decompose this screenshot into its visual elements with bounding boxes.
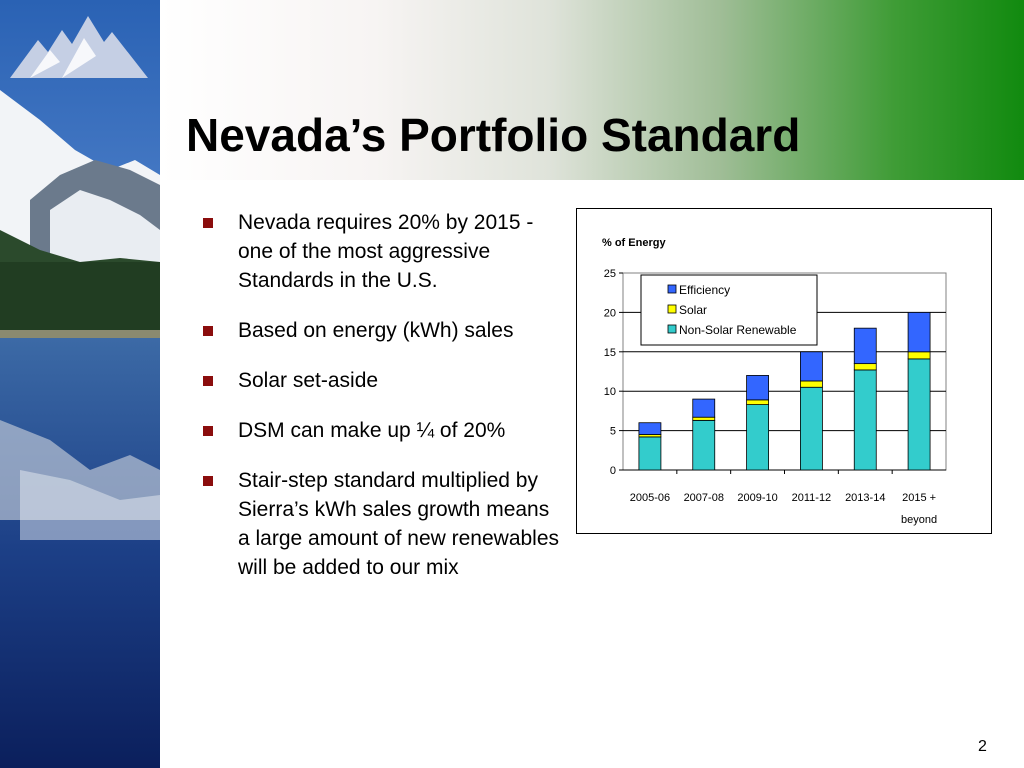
bar-segment	[800, 386, 823, 471]
y-tick-label: 10	[604, 386, 616, 398]
mountain-lake-photo	[0, 0, 160, 768]
chart-canvas: 0 5 10 15 20 25 % of Energy 2005-06 2007-08 2009-…	[602, 237, 947, 526]
bar-segment	[907, 312, 931, 353]
bullet-marker-icon	[203, 376, 213, 386]
x-tick-label: 2011-12	[792, 492, 832, 504]
x-tick-label: 2015 +	[902, 492, 936, 504]
x-tick-label: beyond	[901, 514, 937, 526]
bullet-text: DSM can make up ¼ of 20%	[238, 419, 506, 442]
bullet-text: Nevada requires 20% by 2015 - one of the…	[238, 211, 534, 292]
bar-segment	[746, 404, 769, 471]
x-tick-label: 2007-08	[684, 492, 724, 504]
bullet-text: Solar set-aside	[238, 369, 379, 392]
bar-segment	[853, 369, 877, 471]
bar-segment	[692, 419, 716, 471]
bullet-marker-icon	[203, 326, 213, 336]
bar-segment	[746, 399, 769, 405]
stacked-bar-chart: 0 5 10 15 20 25 % of Energy 2005-06 2007-08 2009-…	[576, 208, 992, 534]
legend-label: Solar	[679, 303, 707, 317]
legend-label: Non-Solar Renewable	[679, 323, 797, 337]
company-logo	[10, 16, 148, 78]
page-number: 2	[978, 738, 987, 755]
y-tick-label: 0	[610, 465, 616, 477]
legend-swatch	[667, 304, 677, 314]
bullet-item: Nevada requires 20% by 2015 - one of the…	[200, 208, 565, 295]
y-axis-label: % of Energy	[602, 237, 666, 249]
y-tick-label: 25	[604, 268, 616, 280]
x-tick-label: 2009-10	[737, 492, 777, 504]
bullet-item: Based on energy (kWh) sales	[200, 316, 565, 345]
bullet-text: Stair-step standard multiplied by Sierra…	[238, 469, 560, 579]
bar-segment	[800, 351, 823, 382]
bullet-list: Nevada requires 20% by 2015 - one of the…	[200, 208, 565, 603]
bar-segment	[853, 363, 877, 371]
bar-segment	[692, 416, 716, 421]
header-band	[160, 0, 1024, 180]
legend-swatch	[667, 324, 677, 334]
bar-segment	[907, 351, 931, 360]
sidebar-photo	[0, 0, 160, 768]
y-tick-label: 20	[604, 307, 616, 319]
bar-segment	[800, 380, 823, 388]
bullet-item: DSM can make up ¼ of 20%	[200, 416, 565, 445]
bullet-marker-icon	[203, 218, 213, 228]
legend-label: Efficiency	[679, 283, 730, 297]
y-tick-label: 15	[604, 347, 616, 359]
bar-segment	[638, 436, 662, 471]
bar-segment	[853, 327, 877, 365]
bar-segment	[907, 358, 931, 471]
page-title: Nevada’s Portfolio Standard	[186, 109, 801, 161]
bullet-marker-icon	[203, 476, 213, 486]
bar-segment	[692, 398, 716, 418]
y-tick-label: 5	[610, 426, 616, 438]
bullet-marker-icon	[203, 426, 213, 436]
legend-swatch	[667, 284, 677, 294]
bar-segment	[638, 422, 662, 435]
x-tick-label: 2013-14	[845, 492, 885, 504]
x-tick-label: 2005-06	[630, 492, 670, 504]
bullet-text: Based on energy (kWh) sales	[238, 319, 514, 342]
bullet-item: Solar set-aside	[200, 366, 565, 395]
bullet-item: Stair-step standard multiplied by Sierra…	[200, 466, 565, 582]
bar-segment	[746, 375, 769, 401]
